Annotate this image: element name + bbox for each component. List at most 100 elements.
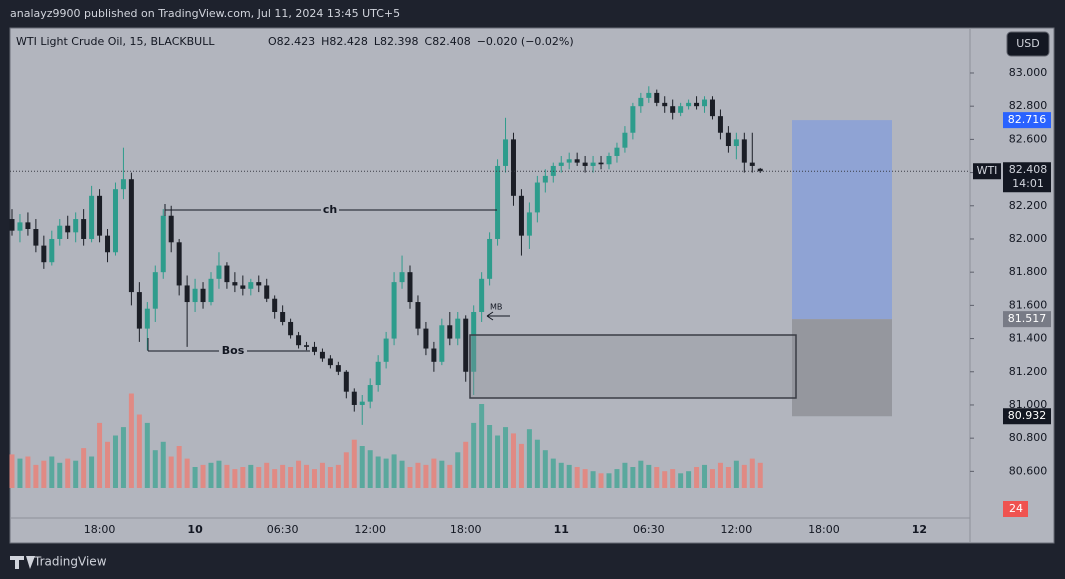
candle-body <box>717 116 723 133</box>
currency[interactable]: USD <box>1016 37 1040 50</box>
volume-bar <box>733 460 739 488</box>
volume-bar <box>41 460 47 488</box>
x-tick-label: 12:00 <box>354 523 386 536</box>
price-axis: 80.600 80.800 81.000 81.200 81.400 81.600 81.8… <box>970 66 1051 517</box>
candle-body <box>25 222 31 230</box>
zone-box <box>469 334 797 399</box>
x-tick-label: 12:00 <box>721 523 753 536</box>
candle-body <box>709 99 715 117</box>
candle-body <box>248 282 254 289</box>
ch-bg <box>321 203 339 217</box>
position-label: 81.517 <box>1008 312 1047 325</box>
volume-bar <box>709 469 715 488</box>
legend: O82.423 H82.428 L82.398 C82.408 −0.020 (−0.0… <box>268 35 574 48</box>
volume-bar <box>471 422 477 488</box>
volume-bar <box>176 446 182 488</box>
candle-body <box>311 346 317 352</box>
bos-bg <box>219 344 247 358</box>
x-tick-label: 06:30 <box>633 523 665 536</box>
annotation: Bos <box>222 344 245 357</box>
volume-bar <box>112 435 118 488</box>
x-tick-label: 06:30 <box>267 523 299 536</box>
volume-bar <box>248 464 254 488</box>
brand: TradingView <box>33 555 107 569</box>
candle-body <box>81 219 87 239</box>
volume-bar <box>399 460 405 488</box>
candle-body <box>757 168 763 172</box>
candle-body <box>33 229 39 246</box>
mb-arrow <box>486 311 510 321</box>
candle-body <box>733 139 739 147</box>
volume-bar <box>105 441 111 488</box>
countdown: 14:01 <box>1012 177 1044 190</box>
y-tick-label: 82.600 <box>1009 132 1048 145</box>
candle-body <box>136 292 142 329</box>
candle-body <box>351 391 357 405</box>
volume-bar <box>662 471 668 488</box>
candle-body <box>9 219 15 231</box>
volume-bar <box>503 427 509 488</box>
candle-body <box>240 285 246 289</box>
candle-body <box>208 278 214 303</box>
x-tick-label: 11 <box>554 523 569 536</box>
candle-body <box>304 345 310 347</box>
candle-body <box>423 328 429 349</box>
candle-body <box>598 162 604 165</box>
position-label-bg <box>1003 311 1051 328</box>
volume-bar <box>574 467 580 488</box>
y-tick-label: 81.400 <box>1009 332 1048 345</box>
candle-body <box>614 147 620 156</box>
candle-body <box>654 92 660 103</box>
candle-body <box>176 242 182 286</box>
position-label-bg <box>1003 112 1051 129</box>
candle-body <box>558 162 564 166</box>
y-tick-label: 82.200 <box>1009 199 1048 212</box>
y-tick-label: 83.000 <box>1009 66 1048 79</box>
candle-body <box>216 265 222 279</box>
candle-body <box>590 162 596 166</box>
volume-bar <box>264 462 270 488</box>
volume-bar <box>686 471 692 488</box>
volume-bar <box>9 454 15 488</box>
volume-bar <box>526 429 532 488</box>
volume-bar <box>423 464 429 488</box>
candle-body <box>57 225 63 239</box>
volume-bar <box>168 456 174 488</box>
volume-bar <box>439 460 445 488</box>
candle-body <box>741 139 747 163</box>
volume-bar <box>288 467 294 488</box>
volume-bar <box>128 393 134 488</box>
y-tick-label: 81.600 <box>1009 298 1048 311</box>
candle-body <box>383 338 389 362</box>
candle-body <box>526 212 532 236</box>
last-price-label: 82.408 <box>1009 163 1048 176</box>
candle-body <box>431 348 437 362</box>
volume-bar <box>200 464 206 488</box>
volume-bar <box>702 464 708 488</box>
candle-body <box>670 106 676 113</box>
volume-bar <box>367 450 373 488</box>
candle-body <box>65 225 71 233</box>
candle-body <box>487 238 493 279</box>
volume-bar <box>495 435 501 488</box>
volume-bar <box>184 458 190 488</box>
volume-bar <box>256 467 262 488</box>
volume-bar <box>717 462 723 488</box>
candle-body <box>503 139 509 166</box>
candle-body <box>678 106 684 113</box>
candle-body <box>97 195 103 236</box>
volume-bar <box>152 450 158 488</box>
volume-bar <box>192 467 198 488</box>
volume-bar <box>590 471 596 488</box>
volume-bar <box>33 464 39 488</box>
candle-body <box>686 102 692 107</box>
candle-body <box>319 351 325 359</box>
candle-body <box>518 195 524 236</box>
currency-button[interactable] <box>1006 31 1050 57</box>
candle-body <box>399 272 405 283</box>
candle-body <box>232 282 238 286</box>
volume-bar <box>311 469 317 488</box>
candle-body <box>335 365 341 372</box>
candle-body <box>622 132 628 148</box>
volume-bar <box>343 452 349 488</box>
